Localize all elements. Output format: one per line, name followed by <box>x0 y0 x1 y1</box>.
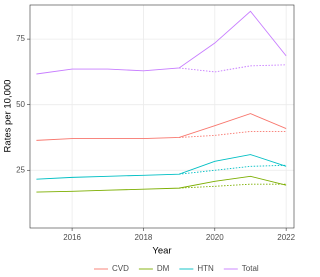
series-line <box>36 113 287 141</box>
legend-label: DM <box>157 264 170 273</box>
y-tick-label: 75 <box>16 34 25 43</box>
legend-label: HTN <box>197 264 214 273</box>
series-line <box>36 10 287 75</box>
y-tick-label: 25 <box>16 165 25 174</box>
series-line <box>36 154 287 180</box>
x-tick-label: 2022 <box>277 233 295 242</box>
series-line <box>36 175 287 193</box>
legend-label: Total <box>242 264 259 273</box>
y-axis-label: Rates per 10,000 <box>3 80 14 153</box>
legend-label: CVD <box>112 264 129 273</box>
x-tick-label: 2016 <box>63 233 81 242</box>
x-axis-label: Year <box>152 246 171 257</box>
panel-border <box>29 4 295 229</box>
x-tick-label: 2018 <box>135 233 153 242</box>
x-tick-label: 2020 <box>206 233 224 242</box>
y-tick-label: 50 <box>16 100 25 109</box>
plot-panel <box>30 5 294 228</box>
chart: Year Rates per 10,000 25 50 75 2016 2018 2020… <box>3 4 296 273</box>
